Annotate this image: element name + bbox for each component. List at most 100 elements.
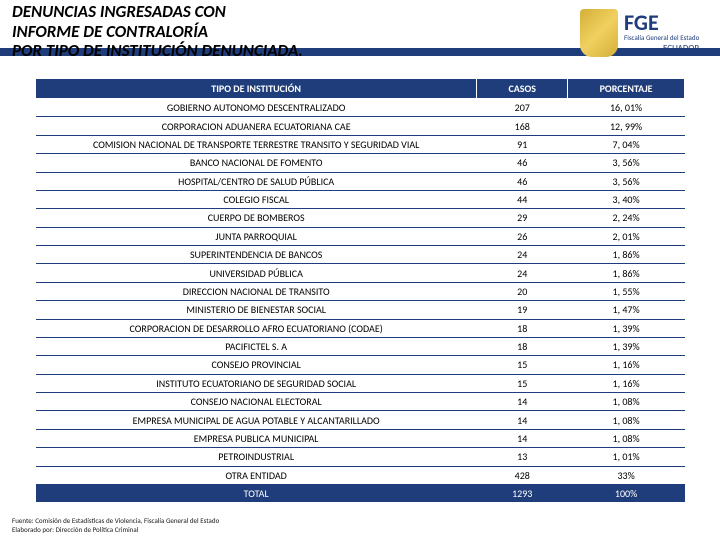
cell-percentage: 1, 86% [568, 246, 685, 264]
table-header-row: TIPO DE INSTITUCIÓN CASOS PORCENTAJE [36, 79, 685, 99]
cell-percentage: 1, 08% [568, 411, 685, 429]
cell-cases: 15 [477, 356, 568, 374]
header: DENUNCIAS INGRESADAS CON INFORME DE CONT… [0, 0, 720, 76]
cell-institution: SUPERINTENDENCIA DE BANCOS [36, 246, 477, 264]
cell-cases: 14 [477, 411, 568, 429]
cell-institution: CONSEJO NACIONAL ELECTORAL [36, 393, 477, 411]
table-row: CORPORACION ADUANERA ECUATORIANA CAE1681… [36, 117, 685, 135]
cell-cases: 14 [477, 429, 568, 447]
cell-percentage: 1, 47% [568, 301, 685, 319]
title-line-1: DENUNCIAS INGRESADAS CON [12, 1, 226, 22]
cell-percentage: 3, 56% [568, 154, 685, 172]
table-row: COLEGIO FISCAL443, 40% [36, 190, 685, 208]
title-line-2: INFORME DE CONTRALORÍA [12, 21, 208, 42]
cell-percentage: 1, 08% [568, 429, 685, 447]
cell-institution: EMPRESA PUBLICA MUNICIPAL [36, 429, 477, 447]
shield-icon [580, 9, 618, 57]
cell-institution: PETROINDUSTRIAL [36, 448, 477, 466]
cell-cases: 44 [477, 190, 568, 208]
table-row: MINISTERIO DE BIENESTAR SOCIAL191, 47% [36, 301, 685, 319]
cell-institution: INSTITUTO ECUATORIANO DE SEGURIDAD SOCIA… [36, 374, 477, 392]
cell-cases: 91 [477, 135, 568, 153]
cell-percentage: 12, 99% [568, 117, 685, 135]
data-table-container: TIPO DE INSTITUCIÓN CASOS PORCENTAJE GOB… [35, 78, 685, 502]
cell-percentage: 1, 01% [568, 448, 685, 466]
logo: FGE Fiscalía General del Estado ECUADOR [580, 2, 710, 64]
cell-institution: PACIFICTEL S. A [36, 337, 477, 355]
table-row: HOSPITAL/CENTRO DE SALUD PÚBLICA463, 56% [36, 172, 685, 190]
cell-cases: 18 [477, 337, 568, 355]
cell-percentage: 1, 39% [568, 337, 685, 355]
cell-percentage: 1, 39% [568, 319, 685, 337]
table-row: PACIFICTEL S. A181, 39% [36, 337, 685, 355]
cell-cases: 24 [477, 264, 568, 282]
table-row: CONSEJO PROVINCIAL151, 16% [36, 356, 685, 374]
total-percentage: 100% [568, 484, 685, 502]
cell-cases: 19 [477, 301, 568, 319]
cell-cases: 20 [477, 282, 568, 300]
table-row: COMISION NACIONAL DE TRANSPORTE TERRESTR… [36, 135, 685, 153]
cell-institution: DIRECCION NACIONAL DE TRANSITO [36, 282, 477, 300]
cell-institution: COLEGIO FISCAL [36, 190, 477, 208]
cell-percentage: 7, 04% [568, 135, 685, 153]
cell-cases: 14 [477, 393, 568, 411]
cell-percentage: 1, 16% [568, 356, 685, 374]
table-row: OTRA ENTIDAD42833% [36, 466, 685, 484]
cell-percentage: 3, 40% [568, 190, 685, 208]
cell-institution: CORPORACION DE DESARROLLO AFRO ECUATORIA… [36, 319, 477, 337]
cell-cases: 24 [477, 246, 568, 264]
cell-institution: CUERPO DE BOMBEROS [36, 209, 477, 227]
cell-cases: 18 [477, 319, 568, 337]
table-row: GOBIERNO AUTONOMO DESCENTRALIZADO20716, … [36, 99, 685, 117]
cell-cases: 29 [477, 209, 568, 227]
cell-cases: 46 [477, 154, 568, 172]
cell-institution: OTRA ENTIDAD [36, 466, 477, 484]
cell-percentage: 2, 24% [568, 209, 685, 227]
col-header-cases: CASOS [477, 79, 568, 99]
title-line-3: POR TIPO DE INSTITUCIÓN DENUNCIADA. [12, 40, 303, 61]
cell-percentage: 2, 01% [568, 227, 685, 245]
table-row: PETROINDUSTRIAL131, 01% [36, 448, 685, 466]
cell-cases: 428 [477, 466, 568, 484]
cell-percentage: 33% [568, 466, 685, 484]
footer: Fuente: Comisión de Estadísticas de Viol… [12, 517, 219, 534]
table-row: EMPRESA MUNICIPAL DE AGUA POTABLE Y ALCA… [36, 411, 685, 429]
cell-institution: BANCO NACIONAL DE FOMENTO [36, 154, 477, 172]
logo-country: ECUADOR [624, 43, 699, 54]
data-table: TIPO DE INSTITUCIÓN CASOS PORCENTAJE GOB… [35, 78, 685, 502]
cell-percentage: 16, 01% [568, 99, 685, 117]
cell-institution: UNIVERSIDAD PÚBLICA [36, 264, 477, 282]
cell-institution: GOBIERNO AUTONOMO DESCENTRALIZADO [36, 99, 477, 117]
total-cases: 1293 [477, 484, 568, 502]
table-row: JUNTA PARROQUIAL262, 01% [36, 227, 685, 245]
table-row: CORPORACION DE DESARROLLO AFRO ECUATORIA… [36, 319, 685, 337]
table-total-row: TOTAL1293100% [36, 484, 685, 502]
cell-cases: 207 [477, 99, 568, 117]
total-label: TOTAL [36, 484, 477, 502]
cell-percentage: 1, 55% [568, 282, 685, 300]
col-header-institution: TIPO DE INSTITUCIÓN [36, 79, 477, 99]
cell-institution: EMPRESA MUNICIPAL DE AGUA POTABLE Y ALCA… [36, 411, 477, 429]
cell-institution: JUNTA PARROQUIAL [36, 227, 477, 245]
cell-cases: 13 [477, 448, 568, 466]
footer-author: Elaborado por: Dirección de Política Cri… [12, 526, 219, 534]
cell-cases: 15 [477, 374, 568, 392]
cell-institution: CORPORACION ADUANERA ECUATORIANA CAE [36, 117, 477, 135]
table-row: CUERPO DE BOMBEROS292, 24% [36, 209, 685, 227]
cell-percentage: 3, 56% [568, 172, 685, 190]
logo-acronym: FGE [624, 12, 699, 34]
table-row: BANCO NACIONAL DE FOMENTO463, 56% [36, 154, 685, 172]
cell-cases: 168 [477, 117, 568, 135]
table-row: SUPERINTENDENCIA DE BANCOS241, 86% [36, 246, 685, 264]
table-row: INSTITUTO ECUATORIANO DE SEGURIDAD SOCIA… [36, 374, 685, 392]
logo-text: FGE Fiscalía General del Estado ECUADOR [624, 12, 699, 55]
cell-percentage: 1, 86% [568, 264, 685, 282]
cell-cases: 46 [477, 172, 568, 190]
cell-institution: HOSPITAL/CENTRO DE SALUD PÚBLICA [36, 172, 477, 190]
page-title: DENUNCIAS INGRESADAS CON INFORME DE CONT… [12, 2, 567, 61]
cell-institution: MINISTERIO DE BIENESTAR SOCIAL [36, 301, 477, 319]
cell-cases: 26 [477, 227, 568, 245]
table-row: EMPRESA PUBLICA MUNICIPAL141, 08% [36, 429, 685, 447]
table-row: CONSEJO NACIONAL ELECTORAL141, 08% [36, 393, 685, 411]
table-body: GOBIERNO AUTONOMO DESCENTRALIZADO20716, … [36, 99, 685, 503]
